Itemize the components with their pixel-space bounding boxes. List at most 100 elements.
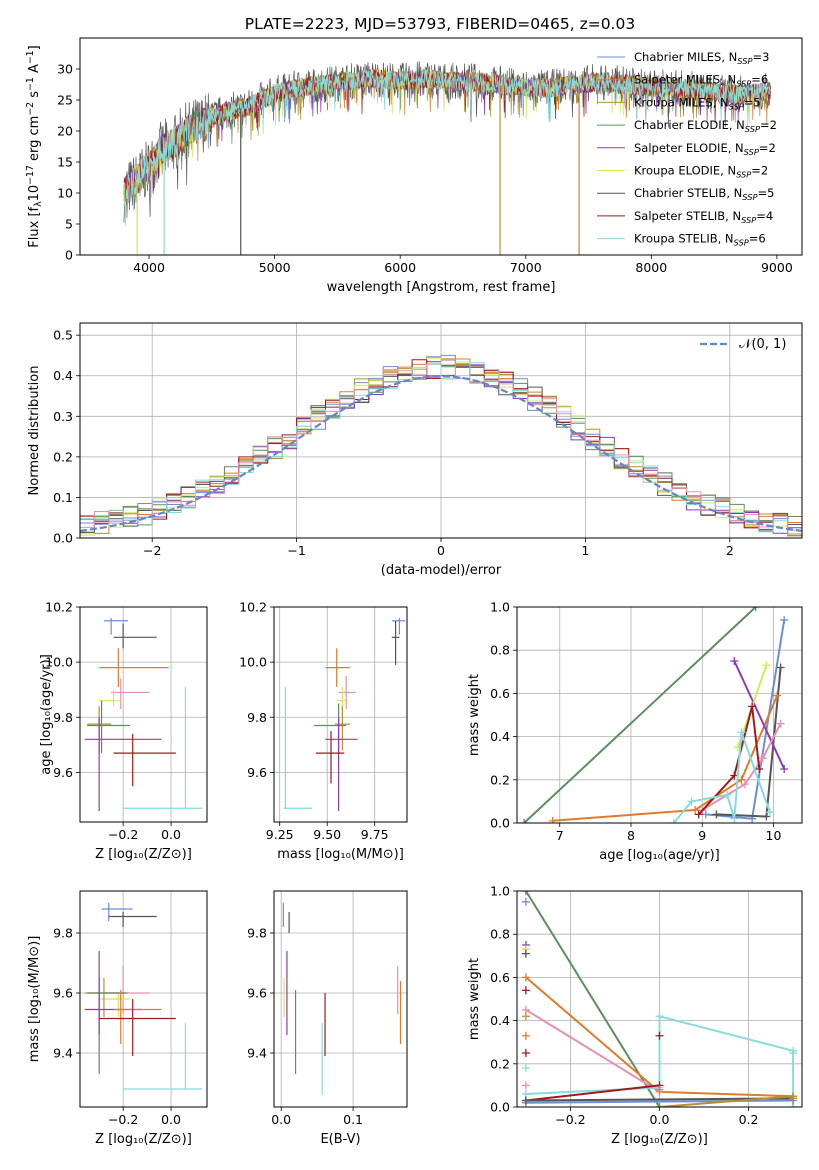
weight-marker bbox=[521, 986, 530, 995]
legend-label: Chabrier STELIB, NSSP​=5 bbox=[634, 186, 774, 202]
y-tick-label: 0 bbox=[65, 248, 73, 263]
y-tick-label: 0.8 bbox=[490, 927, 510, 942]
weight-marker bbox=[548, 816, 557, 823]
legend-label: Salpeter STELIB, NSSP​=4 bbox=[634, 209, 773, 225]
legend-label: Kroupa MILES, NSSP​=5 bbox=[634, 95, 761, 111]
x-tick-label: 1 bbox=[581, 543, 589, 558]
weight-line bbox=[552, 695, 779, 822]
plot-area-mass-vs-Z bbox=[84, 903, 203, 1090]
weight-marker bbox=[521, 1096, 530, 1105]
x-tick-label: 5000 bbox=[259, 260, 291, 275]
weight-marker bbox=[687, 797, 696, 806]
plot-area-age-vs-Z bbox=[84, 618, 203, 811]
x-axis-label: age [log₁₀(age/yr)] bbox=[599, 848, 720, 863]
x-tick-label: 0.0 bbox=[650, 1112, 670, 1127]
x-axis-label: Z [log₁₀(Z/Z⊙)] bbox=[95, 1132, 192, 1147]
x-tick-label: 4000 bbox=[133, 260, 165, 275]
y-tick-label: 9.4 bbox=[53, 1046, 73, 1061]
y-tick-label: 9.8 bbox=[247, 926, 267, 941]
axes-mass-vs-Z: −0.2 0.0 9.4 9.6 9.8 Z [log₁₀(Z/Z⊙)] mass [log… bbox=[27, 890, 208, 1147]
x-tick-label: 9.25 bbox=[266, 827, 294, 842]
weight-marker bbox=[765, 808, 774, 817]
y-tick-label: 0.5 bbox=[53, 328, 73, 343]
y-axis-label: mass [log₁₀(M/M⊙)] bbox=[27, 936, 42, 1063]
weight-marker bbox=[737, 728, 746, 737]
y-tick-label: 9.6 bbox=[53, 986, 73, 1001]
y-tick-label: 0.6 bbox=[490, 686, 510, 701]
figure-title: PLATE=2223, MJD=53793, FIBERID=0465, z=0… bbox=[245, 15, 635, 33]
weight-marker bbox=[723, 790, 732, 799]
y-tick-label: 10.2 bbox=[239, 600, 267, 615]
weight-line bbox=[525, 1084, 660, 1102]
weight-marker bbox=[776, 663, 785, 672]
y-tick-label: 10.0 bbox=[239, 655, 267, 670]
axes-age-vs-Z: −0.2 0.0 9.6 9.8 10.0 10.2 Z [log₁₀(Z/Z⊙)] age … bbox=[39, 600, 208, 862]
weight-marker bbox=[780, 765, 789, 773]
axes-frame bbox=[79, 606, 208, 823]
axes-frame bbox=[273, 606, 408, 823]
weight-marker bbox=[712, 810, 721, 819]
y-tick-label: 0.0 bbox=[53, 531, 73, 546]
x-tick-label: 7000 bbox=[510, 260, 542, 275]
weight-marker bbox=[751, 607, 760, 611]
x-tick-label: 0.1 bbox=[343, 1112, 363, 1127]
weight-marker bbox=[655, 1103, 664, 1107]
x-tick-label: −0.2 bbox=[108, 827, 138, 842]
weight-marker bbox=[521, 891, 530, 895]
axes-age-vs-mass: 9.25 9.50 9.75 9.6 9.8 10.0 10.2 mass [log₁₀(M/… bbox=[239, 600, 408, 862]
x-tick-label: 7 bbox=[556, 828, 564, 843]
x-axis-label: mass [log₁₀(M/M⊙)] bbox=[277, 847, 404, 862]
axes-weight-vs-Z: −0.2 0.0 0.2 0.0 0.2 0.4 0.6 0.8 1.0 Z [log₁₀(Z/Z… bbox=[467, 884, 803, 1147]
spectrum-line bbox=[123, 68, 771, 226]
x-tick-label: 0.0 bbox=[161, 827, 181, 842]
weight-marker bbox=[655, 1085, 664, 1094]
weight-marker bbox=[521, 1081, 530, 1090]
x-tick-label: 10 bbox=[766, 828, 782, 843]
x-axis-label: Z [log₁₀(Z/Z⊙)] bbox=[611, 1132, 708, 1147]
y-tick-label: 9.8 bbox=[247, 710, 267, 725]
plot-area-weight-vs-age bbox=[520, 607, 789, 823]
weight-marker bbox=[730, 657, 739, 665]
x-tick-label: 0.2 bbox=[739, 1112, 759, 1127]
spectrum-legend: Chabrier MILES, NSSP​=3 Salpeter MILES, N… bbox=[597, 50, 777, 248]
weight-marker bbox=[762, 812, 771, 821]
y-tick-label: 0.3 bbox=[53, 409, 73, 424]
x-tick-label: −0.2 bbox=[555, 1112, 585, 1127]
weight-line bbox=[697, 706, 761, 816]
y-axis-label: Flux [fλ​10−17​ erg cm−2​ s−1​ A−1​] bbox=[25, 45, 44, 247]
weight-marker bbox=[521, 1031, 530, 1040]
weight-marker bbox=[701, 810, 710, 819]
y-axis-label: mass weight bbox=[467, 958, 482, 1040]
axes-frame bbox=[79, 37, 803, 256]
y-tick-label: 1.0 bbox=[490, 884, 510, 899]
weight-marker bbox=[521, 1049, 530, 1057]
x-axis-label: (data-model)/error bbox=[381, 563, 502, 578]
axes-frame bbox=[516, 606, 803, 824]
x-tick-label: −1 bbox=[287, 543, 305, 558]
y-tick-label: 25 bbox=[57, 93, 73, 108]
weight-marker bbox=[758, 754, 767, 763]
legend-label: Kroupa ELODIE, NSSP​=2 bbox=[634, 164, 768, 180]
axes-spectrum: 4000 5000 6000 7000 8000 9000 0 5 10 15 20 25 30 wave… bbox=[25, 37, 803, 295]
y-tick-label: 0.4 bbox=[490, 729, 510, 744]
x-tick-label: 9 bbox=[698, 828, 706, 843]
weight-line bbox=[525, 1008, 661, 1093]
weight-marker bbox=[691, 806, 700, 815]
weight-marker bbox=[748, 702, 757, 711]
legend-label: Kroupa STELIB, NSSP​=6 bbox=[634, 232, 766, 248]
weight-line bbox=[525, 1099, 794, 1104]
x-tick-label: 9.75 bbox=[361, 827, 389, 842]
axes-residuals: −2 −1 0 1 2 0.0 0.1 0.2 0.3 0.4 0.5 (data-model)/er… bbox=[27, 322, 803, 578]
y-tick-label: 10.2 bbox=[45, 600, 73, 615]
weight-marker bbox=[741, 780, 749, 789]
weight-marker bbox=[694, 810, 703, 819]
weight-marker bbox=[789, 1049, 798, 1057]
x-tick-label: 8 bbox=[627, 828, 635, 843]
weight-marker bbox=[755, 765, 764, 773]
y-tick-label: 1.0 bbox=[490, 600, 510, 615]
y-tick-label: 10.0 bbox=[45, 655, 73, 670]
x-tick-label: −2 bbox=[143, 543, 161, 558]
histogram-step bbox=[80, 359, 802, 537]
legend-label: Chabrier MILES, NSSP​=3 bbox=[634, 50, 769, 66]
